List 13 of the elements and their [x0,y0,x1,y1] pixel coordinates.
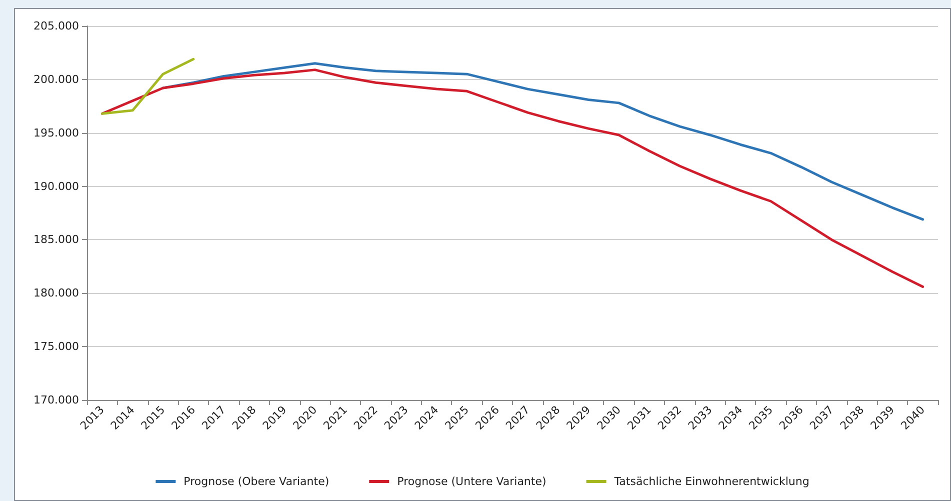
y-tick-label: 170.000 [34,394,79,406]
line-series [100,58,195,115]
y-tick-label: 200.000 [34,72,79,86]
y-tick-label: 205.000 [34,20,79,32]
y-tick-label: 185.000 [34,233,79,246]
line-series [100,68,924,288]
y-tick-label: 175.000 [34,340,79,354]
y-tick-label: 180.000 [34,286,79,300]
legend-label: Tatsächliche Einwohnerentwicklung [613,475,810,488]
legend-label: Prognose (Untere Variante) [397,475,546,488]
legend-label: Prognose (Obere Variante) [184,475,330,488]
y-tick-label: 190.000 [34,180,79,193]
y-tick-label: 195.000 [34,126,79,140]
